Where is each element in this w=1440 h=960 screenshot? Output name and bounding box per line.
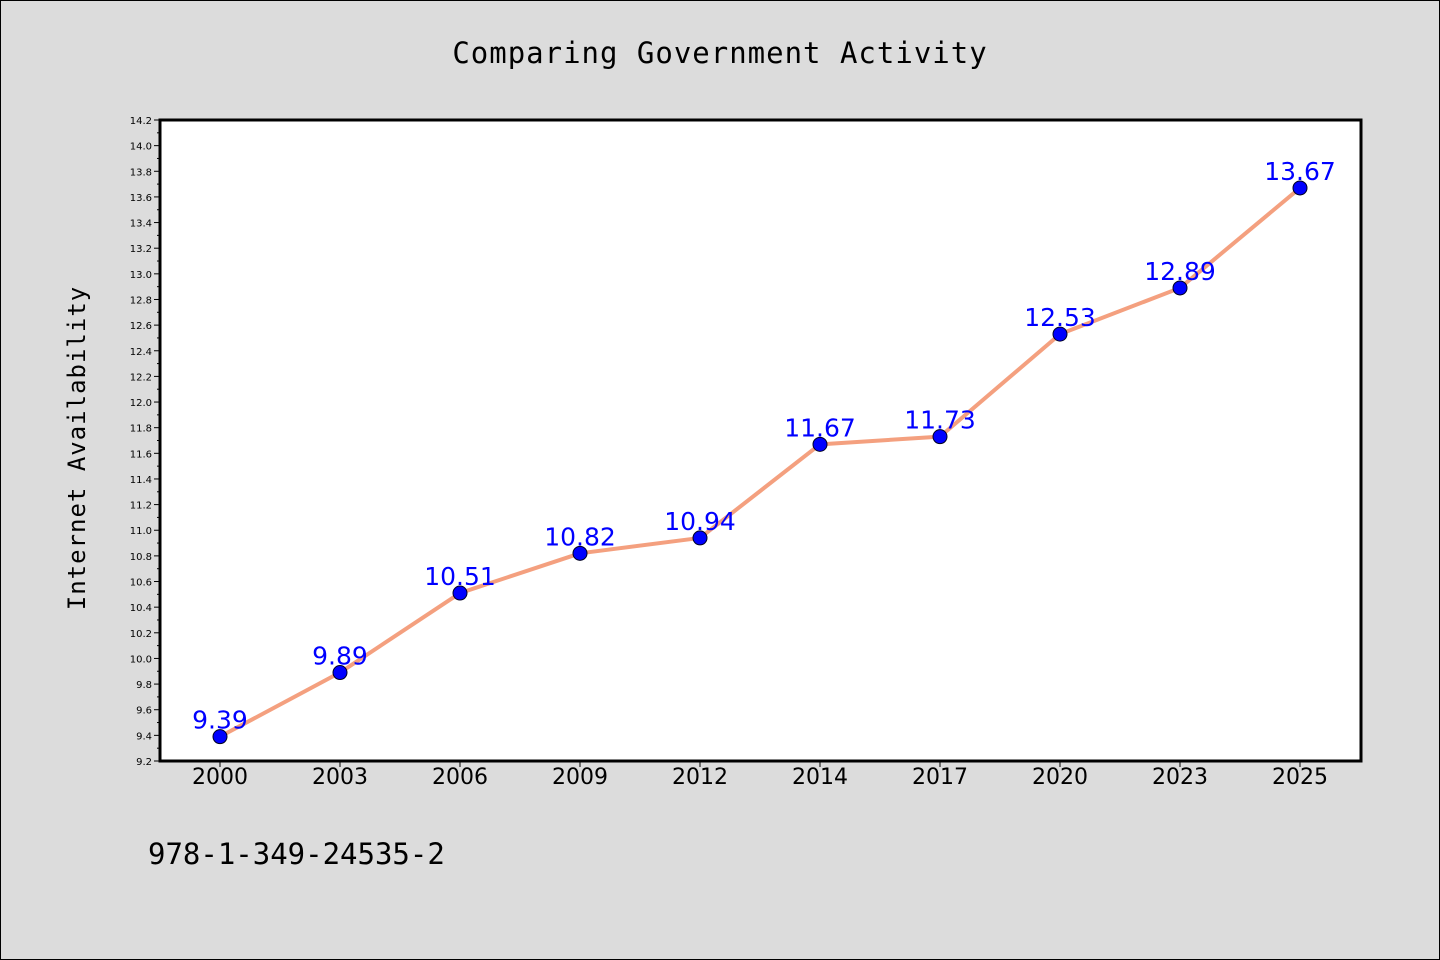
- x-axis: 2000 2003 2006 2009 2012 2014 2017 2020 2023 2025: [192, 761, 1328, 790]
- y-tick-label: 12.8: [130, 295, 152, 306]
- x-tick-label: 2017: [912, 765, 968, 790]
- y-tick-label: 13.2: [130, 244, 152, 255]
- y-tick-label: 12.0: [130, 398, 152, 409]
- data-point: [1292, 180, 1308, 196]
- data-point: [1172, 280, 1188, 296]
- data-point: [692, 530, 708, 546]
- y-tick-label: 9.4: [136, 731, 152, 742]
- y-tick-label: 9.6: [136, 706, 152, 717]
- y-tick-label: 11.6: [130, 449, 152, 460]
- data-label: 10.51: [424, 562, 496, 591]
- x-tick-label: 2023: [1152, 765, 1208, 790]
- y-axis: 9.2 9.4 9.6 9.8 10.0 10.2 10.4 10.6 10.8 11.0 11.2…: [130, 116, 160, 768]
- series-line: [218, 185, 1302, 739]
- data-point: [212, 729, 228, 745]
- y-tick-label: 13.0: [130, 270, 152, 281]
- y-tick-label: 12.6: [130, 321, 152, 332]
- y-tick-label: 12.2: [130, 372, 152, 383]
- data-label: 10.82: [544, 522, 616, 551]
- data-label: 9.89: [312, 642, 368, 671]
- chart-title: Comparing Government Activity: [452, 36, 987, 70]
- data-label: 11.73: [904, 406, 976, 435]
- y-tick-label: 11.8: [130, 424, 152, 435]
- y-tick-label: 11.4: [130, 475, 152, 486]
- x-tick-label: 2025: [1272, 765, 1328, 790]
- plot-area: [158, 118, 1363, 763]
- data-point: [812, 436, 828, 452]
- x-tick-label: 2014: [792, 765, 848, 790]
- data-label: 12.89: [1144, 257, 1216, 286]
- y-tick-label: 13.6: [130, 193, 152, 204]
- y-tick-label: 10.8: [130, 552, 152, 563]
- y-tick-label: 9.2: [136, 757, 152, 768]
- x-tick-label: 2020: [1032, 765, 1088, 790]
- data-label-group: 9.39 9.89 10.51 10.82 10.94 11.67 11.73 12.53 12…: [192, 157, 1336, 735]
- data-point: [452, 585, 468, 601]
- data-label: 10.94: [664, 507, 736, 536]
- y-tick-label: 14.2: [130, 116, 152, 127]
- data-label: 13.67: [1264, 157, 1336, 186]
- x-tick-label: 2009: [552, 765, 608, 790]
- x-tick-label: 2003: [312, 765, 368, 790]
- y-tick-label: 12.4: [130, 347, 152, 358]
- series-line-group: [212, 180, 1308, 745]
- data-label: 11.67: [784, 413, 856, 442]
- x-tick-label: 2000: [192, 765, 248, 790]
- y-axis-label: Internet Availability: [63, 286, 91, 610]
- x-tick-label: 2012: [672, 765, 728, 790]
- y-tick-label: 13.8: [130, 167, 152, 178]
- data-point: [332, 665, 348, 681]
- footer-code: 978-1-349-24535-2: [148, 837, 445, 871]
- data-point: [572, 545, 588, 561]
- data-point: [932, 429, 948, 445]
- x-tick-label: 2006: [432, 765, 488, 790]
- y-tick-label: 13.4: [130, 219, 152, 230]
- y-tick-label: 10.2: [130, 629, 152, 640]
- data-point: [1052, 326, 1068, 342]
- y-tick-label: 10.0: [130, 654, 152, 665]
- data-label: 12.53: [1024, 303, 1096, 332]
- data-label: 9.39: [192, 706, 248, 735]
- y-tick-label: 10.4: [130, 603, 152, 614]
- y-tick-label: 11.2: [130, 501, 152, 512]
- y-tick-label: 11.0: [130, 526, 152, 537]
- y-tick-label: 9.8: [136, 680, 152, 691]
- y-tick-label: 14.0: [130, 142, 152, 153]
- y-tick-label: 10.6: [130, 578, 152, 589]
